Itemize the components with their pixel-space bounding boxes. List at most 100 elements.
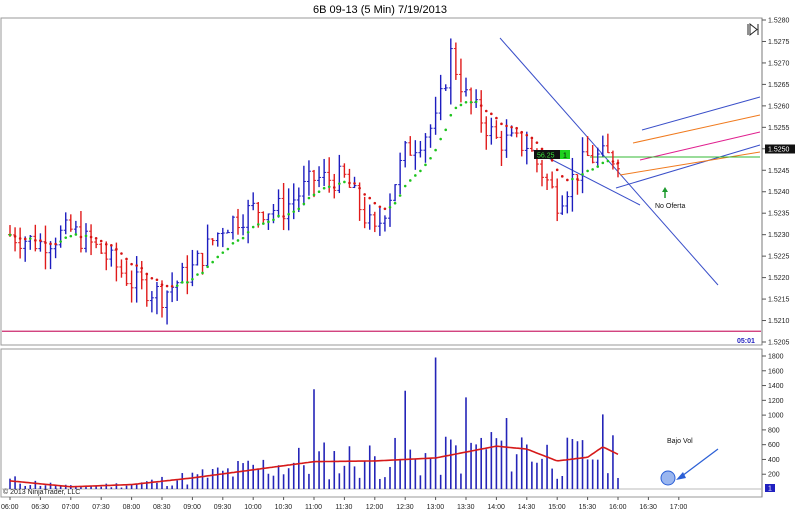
price-bar: [306, 160, 311, 196]
trend-dot: [8, 233, 12, 237]
trend-dot: [94, 237, 98, 240]
price-bar: [94, 239, 99, 249]
price-bar: [251, 192, 256, 211]
session-label: 05:01: [737, 338, 755, 345]
trend-dot: [44, 241, 47, 245]
trend-dot: [34, 239, 37, 242]
price-bar: [408, 136, 413, 156]
volume-average-line: [9, 445, 619, 488]
trend-dot: [495, 116, 498, 120]
pitchfork-upper-line: [641, 96, 761, 131]
trend-dot: [484, 109, 488, 113]
time-tick-label: 07:30: [92, 504, 110, 511]
trend-dot: [231, 241, 235, 245]
trend-dot: [120, 252, 123, 255]
trend-dot: [530, 136, 534, 140]
price-bar: [403, 140, 408, 168]
price-bar: [104, 241, 109, 271]
price-bar: [276, 189, 281, 218]
price-bar: [312, 169, 316, 198]
trend-dot: [267, 220, 270, 224]
trend-dot: [226, 247, 230, 251]
trend-dot: [287, 212, 290, 216]
trend-dot: [201, 271, 204, 275]
price-bar: [165, 290, 170, 325]
price-tick-label: 1.5225: [768, 254, 790, 261]
trend-dot: [241, 236, 245, 240]
price-tick-label: 1.5240: [768, 189, 790, 196]
trend-dot: [64, 236, 68, 239]
volume-tick-label: 800: [768, 427, 780, 434]
price-bar: [595, 147, 600, 168]
trend-dot: [221, 251, 225, 254]
annotation-no-oferta: No Oferta: [655, 203, 685, 210]
price-bar: [393, 184, 398, 202]
time-tick-label: 06:30: [31, 504, 49, 511]
trend-dot: [540, 147, 544, 151]
price-bar: [144, 274, 149, 307]
trend-dot: [256, 223, 260, 226]
trend-dot: [135, 264, 138, 267]
price-bar: [458, 58, 463, 103]
price-bar: [519, 132, 524, 157]
trend-dot: [150, 276, 154, 280]
price-bar: [423, 133, 428, 163]
trend-dot: [611, 160, 615, 163]
up-arrow-head-icon: [662, 187, 668, 192]
price-bar: [600, 135, 605, 157]
trend-dot: [23, 237, 27, 241]
trend-dot: [474, 100, 478, 104]
time-tick-label: 15:30: [579, 504, 597, 511]
trend-dot: [591, 168, 594, 171]
trend-dot: [125, 257, 128, 261]
price-bar: [347, 168, 352, 188]
trend-dot: [140, 266, 144, 270]
price-bar: [322, 158, 327, 187]
price-tick-label: 1.5270: [768, 60, 790, 67]
position-box-value: 1: [563, 153, 567, 160]
trend-dot: [84, 234, 88, 238]
trend-dot: [69, 234, 73, 238]
trend-dot: [606, 159, 610, 163]
trend-dot: [186, 281, 189, 284]
price-bar: [388, 193, 392, 227]
price-bar: [119, 259, 124, 278]
price-tick-label: 1.5245: [768, 168, 790, 175]
price-bar: [291, 183, 296, 220]
trend-dot: [307, 196, 311, 200]
trend-dot: [251, 225, 255, 229]
volume-tick-label: 1800: [768, 354, 784, 361]
price-bar: [230, 215, 235, 240]
price-bar: [225, 229, 230, 234]
trend-dot: [170, 284, 174, 288]
panel-collapse-icon[interactable]: [747, 22, 759, 37]
trend-dot: [576, 177, 579, 181]
time-tick-label: 08:30: [153, 504, 171, 511]
price-bar: [286, 188, 291, 231]
chart-title: 6B 09-13 (5 Min) 7/19/2013: [313, 4, 447, 16]
price-bar: [418, 140, 423, 158]
trend-dot: [403, 184, 407, 188]
price-bar: [48, 241, 53, 270]
price-bar: [129, 270, 134, 303]
trend-dot: [500, 122, 503, 126]
trend-dot: [74, 233, 78, 236]
price-bar: [160, 280, 164, 318]
price-bar: [84, 223, 88, 253]
trend-dot: [272, 218, 275, 222]
volume-tick-label: 1200: [768, 398, 784, 405]
price-bar: [261, 211, 266, 223]
price-bar: [499, 130, 504, 167]
pitchfork-median-high: [632, 114, 761, 144]
trend-dot: [145, 272, 149, 276]
trend-dot: [586, 169, 589, 173]
time-tick-label: 13:00: [427, 504, 445, 511]
trend-dot: [459, 103, 463, 107]
volume-tick-label: 1400: [768, 383, 784, 390]
trend-dot: [368, 196, 372, 200]
price-bar: [524, 131, 529, 165]
price-panel-frame: [0, 17, 763, 346]
trend-dot: [596, 165, 600, 168]
